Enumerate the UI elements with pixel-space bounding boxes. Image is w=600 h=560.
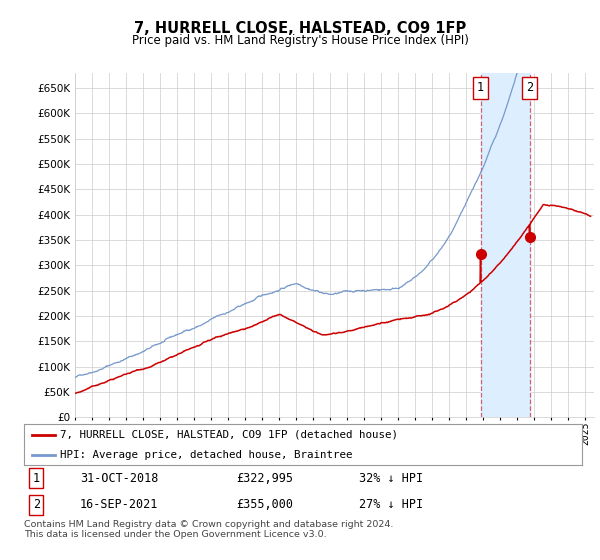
Text: £355,000: £355,000 (236, 498, 293, 511)
Text: 7, HURRELL CLOSE, HALSTEAD, CO9 1FP (detached house): 7, HURRELL CLOSE, HALSTEAD, CO9 1FP (det… (60, 430, 398, 440)
Text: HPI: Average price, detached house, Braintree: HPI: Average price, detached house, Brai… (60, 450, 353, 460)
Text: 16-SEP-2021: 16-SEP-2021 (80, 498, 158, 511)
Bar (481, 73, 530, 417)
Text: 1: 1 (33, 472, 40, 485)
Text: 32% ↓ HPI: 32% ↓ HPI (359, 472, 423, 485)
Text: 27% ↓ HPI: 27% ↓ HPI (359, 498, 423, 511)
Text: 7, HURRELL CLOSE, HALSTEAD, CO9 1FP: 7, HURRELL CLOSE, HALSTEAD, CO9 1FP (134, 21, 466, 36)
Text: Contains HM Land Registry data © Crown copyright and database right 2024.
This d: Contains HM Land Registry data © Crown c… (24, 520, 394, 539)
Text: 1: 1 (477, 82, 484, 95)
Text: Price paid vs. HM Land Registry's House Price Index (HPI): Price paid vs. HM Land Registry's House … (131, 34, 469, 46)
Text: £322,995: £322,995 (236, 472, 293, 485)
Text: 2: 2 (33, 498, 40, 511)
Text: 2: 2 (526, 82, 533, 95)
Text: 31-OCT-2018: 31-OCT-2018 (80, 472, 158, 485)
